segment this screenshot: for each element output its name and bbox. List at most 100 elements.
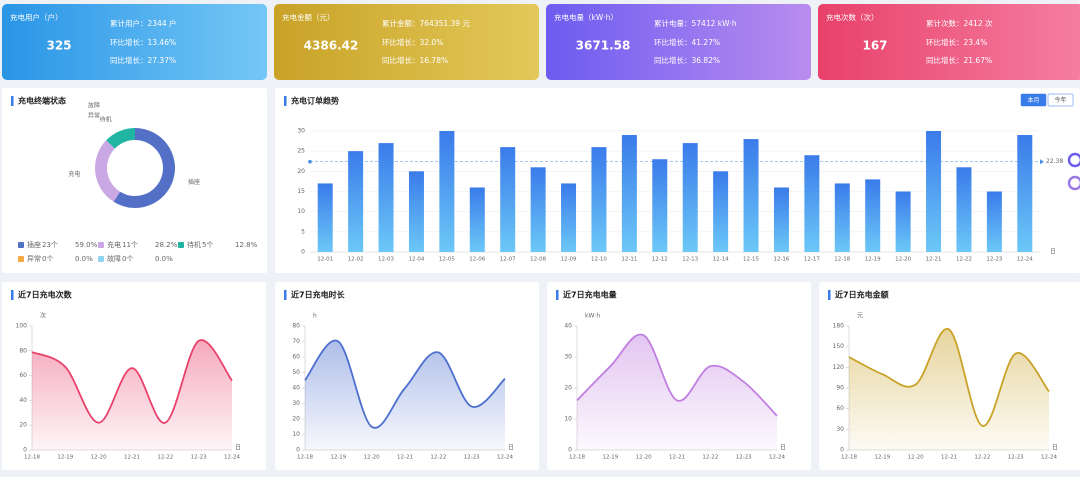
x-tick-label: 12-23: [986, 257, 1002, 263]
x-tick-label: 12-24: [1017, 257, 1033, 263]
y-tick-label: 10: [292, 431, 300, 438]
legend-name: 待机: [187, 240, 201, 249]
bar: [561, 183, 577, 252]
toggle-label[interactable]: 本月: [1027, 96, 1039, 104]
line: [576, 333, 778, 417]
card-mom: 环比增长：32.0%: [382, 37, 443, 47]
x-unit: 日: [780, 445, 786, 452]
x-tick-label: 12-20: [908, 455, 924, 461]
bar: [408, 171, 424, 252]
slice-label: 插座: [188, 178, 200, 186]
side-icon[interactable]: [1067, 175, 1080, 191]
x-tick-label: 12-21: [926, 257, 942, 263]
bar: [348, 151, 364, 252]
title-marker: [284, 96, 287, 106]
x-tick-label: 12-13: [682, 257, 698, 263]
panel-title: 近7日充电电量: [563, 290, 617, 300]
y-tick-label: 150: [833, 343, 845, 350]
y-tick-label: 0: [23, 447, 27, 454]
average-arrow: [1040, 159, 1044, 165]
y-tick-label: 20: [19, 422, 27, 429]
y-unit: h: [313, 313, 317, 320]
x-tick-label: 12-22: [430, 455, 446, 461]
card-value: 3671.58: [576, 39, 631, 53]
bar: [895, 191, 911, 252]
x-tick-label: 12-18: [24, 455, 40, 461]
y-tick-label: 0: [840, 447, 844, 454]
y-tick-label: 40: [19, 397, 27, 404]
card-total: 累计用户：2344 户: [110, 18, 176, 28]
card-total: 累计电量：57412 kW·h: [654, 18, 737, 28]
x-tick-label: 12-24: [769, 455, 785, 461]
y-tick-label: 70: [292, 338, 300, 345]
y-tick-label: 10: [564, 416, 572, 423]
x-tick-label: 12-18: [297, 455, 313, 461]
bar: [469, 187, 485, 252]
legend-name: 插座: [27, 240, 41, 249]
y-tick-label: 30: [292, 400, 300, 407]
line: [31, 339, 233, 424]
legend-swatch: [98, 242, 104, 248]
kpi-card: [546, 4, 811, 80]
kpi-card: [2, 4, 267, 80]
bar: [743, 139, 759, 252]
slice-label: 故障: [88, 102, 100, 110]
bar: [713, 171, 729, 252]
y-tick-label: 50: [292, 369, 300, 376]
legend-name: 故障: [107, 254, 121, 263]
toggle-button[interactable]: [1047, 93, 1074, 107]
side-icon[interactable]: [1067, 152, 1080, 168]
y-tick-label: 90: [836, 385, 844, 392]
legend-name: 充电: [107, 240, 121, 249]
x-tick-label: 12-20: [364, 455, 380, 461]
y-tick-label: 60: [836, 405, 844, 412]
bar: [439, 131, 455, 252]
x-tick-label: 12-11: [621, 257, 637, 263]
x-unit: 日: [508, 445, 514, 452]
y-tick-label: 20: [292, 416, 300, 423]
x-tick-label: 12-21: [941, 455, 957, 461]
x-tick-label: 12-05: [439, 257, 455, 263]
title-marker: [556, 290, 559, 300]
toggle-label[interactable]: 今年: [1054, 96, 1066, 104]
x-tick-label: 12-09: [561, 257, 577, 263]
bar: [956, 167, 972, 252]
x-tick-label: 12-02: [348, 257, 364, 263]
bar: [926, 131, 942, 252]
area: [849, 328, 1049, 450]
y-tick-label: 30: [564, 354, 572, 361]
x-tick-label: 12-20: [636, 455, 652, 461]
y-tick-label: 20: [297, 168, 305, 175]
x-tick-label: 12-22: [974, 455, 990, 461]
x-tick-label: 12-14: [713, 257, 729, 263]
title-marker: [828, 290, 831, 300]
y-tick-label: 25: [297, 148, 305, 155]
x-tick-label: 12-10: [591, 257, 607, 263]
card-title: 充电金额（元）: [282, 12, 335, 22]
bar: [986, 191, 1002, 252]
y-tick-label: 80: [19, 347, 27, 354]
donut-slice: [106, 128, 135, 149]
y-tick-label: 60: [292, 354, 300, 361]
y-tick-label: 15: [297, 188, 305, 195]
y-tick-label: 10: [297, 208, 305, 215]
x-tick-label: 12-20: [895, 257, 911, 263]
x-tick-label: 12-24: [1041, 455, 1057, 461]
x-tick-label: 12-12: [652, 257, 668, 263]
card-mom: 环比增长：13.46%: [110, 37, 176, 47]
y-tick-label: 0: [296, 447, 300, 454]
bar: [317, 183, 333, 252]
title-marker: [11, 96, 14, 106]
x-tick-label: 12-06: [469, 257, 485, 263]
y-tick-label: 0: [301, 249, 305, 256]
toggle-button[interactable]: [1020, 93, 1047, 107]
y-tick-label: 120: [833, 364, 845, 371]
y-unit: kW·h: [585, 313, 600, 320]
x-tick-label: 12-20: [91, 455, 107, 461]
panel: [2, 88, 267, 273]
y-tick-label: 60: [19, 372, 27, 379]
average-start: [308, 159, 312, 164]
card-yoy: 同比增长：27.37%: [110, 55, 176, 65]
x-tick-label: 12-17: [804, 257, 820, 263]
